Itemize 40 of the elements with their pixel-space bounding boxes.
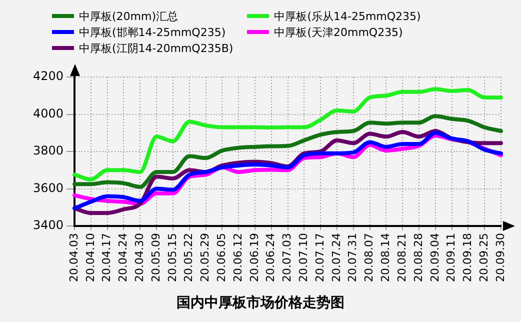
line-series <box>72 87 503 182</box>
x-tick-label: 20.04.17 <box>100 233 114 282</box>
x-tick-label: 20.09.25 <box>477 233 490 282</box>
text: 国内中厚板市场价格走势图 <box>176 294 346 312</box>
legend-label: 中厚板(江阴14-20mmQ235B) <box>79 40 234 56</box>
y-tick-label: 4200 <box>32 69 64 84</box>
y-tick-label: 3600 <box>32 180 64 195</box>
x-tick-label: 20.04.30 <box>133 233 146 282</box>
x-tick-label: 20.09.30 <box>494 233 507 282</box>
x-tick-label: 20.07.31 <box>346 233 360 282</box>
x-tick-label: 20.08.14 <box>379 233 392 282</box>
line-series <box>72 114 503 189</box>
y-tick-label: 4000 <box>32 106 64 120</box>
x-tick-label: 20.08.21 <box>395 233 408 282</box>
x-tick-label: 20.04.10 <box>84 233 97 282</box>
x-tick-label: 20.05.09 <box>149 233 162 282</box>
legend-label: 中厚板(乐从14-25mmQ235) <box>274 8 421 24</box>
x-tick-label: 20.05.22 <box>182 233 196 282</box>
legend-label: 中厚板(20mm)汇总 <box>79 8 178 24</box>
legend-label: 中厚板(邯郸14-25mmQ235) <box>79 24 226 40</box>
x-tick-label: 20.08.07 <box>362 233 376 282</box>
x-tick-label: 20.06.19 <box>248 233 261 282</box>
x-tick-label: 20.08.28 <box>412 233 425 282</box>
x-tick-label: 20.06.05 <box>215 233 228 282</box>
x-tick-label: 20.07.10 <box>297 233 310 282</box>
x-tick-label: 20.07.24 <box>330 233 343 282</box>
x-tick-label: 20.05.15 <box>166 233 179 282</box>
x-tick-label: 20.06.12 <box>231 233 244 282</box>
legend-label: 中厚板(天津20mmQ235) <box>274 24 403 40</box>
x-tick-label: 20.09.11 <box>444 233 458 282</box>
x-tick-label: 20.04.24 <box>116 233 130 282</box>
x-tick-label: 20.09.04 <box>428 233 442 282</box>
y-tick-label: 3400 <box>32 218 64 232</box>
x-tick-label: 20.04.03 <box>67 233 80 282</box>
x-tick-label: 20.07.03 <box>280 233 294 282</box>
x-tick-label: 20.09.18 <box>461 233 474 282</box>
x-tick-label: 20.05.29 <box>198 233 212 282</box>
x-tick-label: 20.07.17 <box>313 233 326 282</box>
y-tick-label: 3800 <box>32 144 64 158</box>
x-tick-label: 20.06.24 <box>264 233 278 282</box>
